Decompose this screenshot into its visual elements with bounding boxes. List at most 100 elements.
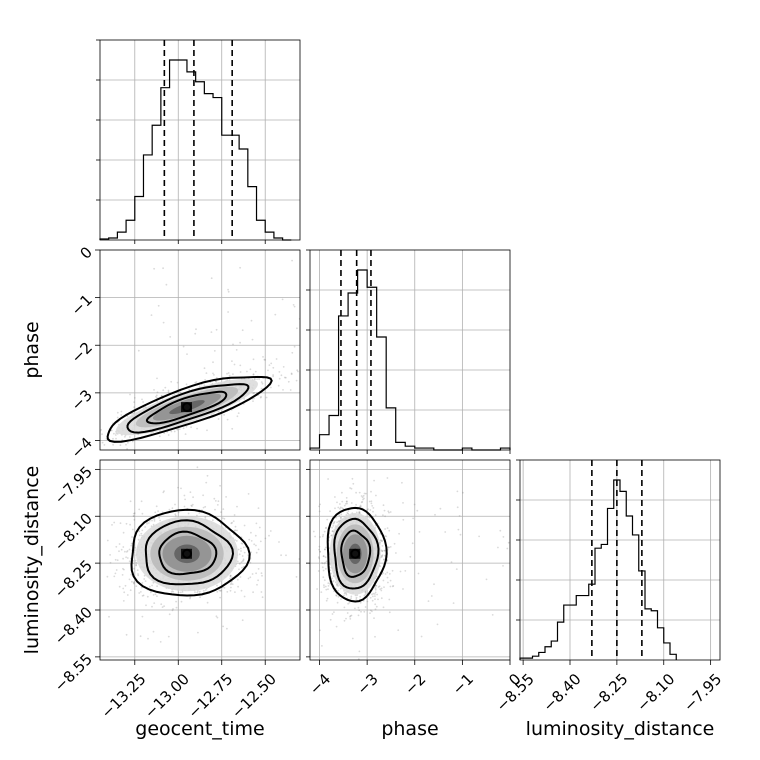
scatter-point xyxy=(113,521,116,524)
scatter-point xyxy=(275,358,278,360)
scatter-point xyxy=(219,484,222,487)
scatter-point xyxy=(341,507,344,510)
scatter-point xyxy=(233,514,236,516)
scatter-point xyxy=(262,356,264,358)
scatter-point xyxy=(170,380,173,383)
scatter-point xyxy=(116,416,119,419)
x-tick-label-geocent-time: −13.00 xyxy=(141,670,193,722)
scatter-point xyxy=(202,506,205,509)
scatter-point xyxy=(161,394,163,397)
scatter-point xyxy=(6,579,8,581)
scatter-point xyxy=(121,574,124,576)
contour-geocent-time-vs-luminosity-distance-1 xyxy=(144,519,235,586)
scatter-point xyxy=(185,383,188,386)
scatter-point xyxy=(340,513,343,516)
scatter-point xyxy=(172,608,174,610)
scatter-point xyxy=(129,436,131,438)
scatter-point xyxy=(153,520,156,522)
scatter-point xyxy=(162,321,165,324)
scatter-point xyxy=(253,543,256,546)
scatter-point xyxy=(168,613,171,616)
scatter-point xyxy=(122,587,125,590)
scatter-point xyxy=(135,561,138,564)
density-peak xyxy=(349,548,361,559)
scatter-point xyxy=(154,511,157,514)
scatter-point xyxy=(337,589,340,592)
scatter-point xyxy=(399,570,402,573)
scatter-point xyxy=(163,605,166,607)
scatter-point xyxy=(272,375,274,378)
scatter-point xyxy=(386,576,389,579)
scatter-point xyxy=(249,561,252,564)
scatter-point xyxy=(261,617,263,619)
y-tick-label-luminosity-distance: −8.25 xyxy=(51,556,96,601)
scatter-point xyxy=(355,491,357,494)
scatter-point xyxy=(354,607,356,610)
scatter-point xyxy=(124,584,127,587)
scatter-point xyxy=(320,591,323,593)
scatter-point xyxy=(347,510,350,512)
scatter-point xyxy=(388,546,390,548)
y-tick-label-luminosity-distance: −8.10 xyxy=(51,510,96,555)
scatter-point xyxy=(194,332,197,335)
scatter-point xyxy=(323,562,326,565)
scatter-point xyxy=(219,596,222,599)
scatter-point xyxy=(455,568,458,570)
scatter-point xyxy=(237,412,240,414)
scatter-point xyxy=(252,400,254,402)
scatter-point xyxy=(366,509,369,511)
scatter-point xyxy=(303,356,305,358)
scatter-point xyxy=(140,586,143,589)
scatter-point xyxy=(267,369,269,372)
scatter-point xyxy=(16,456,18,458)
scatter-point xyxy=(231,583,234,586)
scatter-point xyxy=(205,372,208,374)
scatter-point xyxy=(329,510,331,513)
scatter-point xyxy=(370,502,373,505)
scatter-point xyxy=(335,516,337,519)
scatter-point xyxy=(97,437,99,439)
scatter-point xyxy=(383,509,386,512)
scatter-point xyxy=(373,479,375,482)
scatter-point xyxy=(125,551,128,553)
scatter-point xyxy=(291,351,294,354)
scatter-point xyxy=(260,387,263,390)
scatter-point xyxy=(96,432,98,434)
scatter-point xyxy=(126,594,129,596)
x-tick-label-geocent-time: −12.50 xyxy=(228,670,280,722)
scatter-point xyxy=(150,432,153,435)
scatter-point xyxy=(84,427,86,429)
scatter-point xyxy=(229,575,232,577)
scatter-point xyxy=(110,429,113,432)
scatter-point xyxy=(321,357,323,359)
scatter-point xyxy=(252,373,255,376)
scatter-point xyxy=(111,524,113,526)
scatter-point xyxy=(345,497,348,499)
scatter-point xyxy=(345,500,348,503)
scatter-point xyxy=(334,496,336,498)
scatter-point xyxy=(258,378,260,381)
scatter-point xyxy=(240,542,243,545)
scatter-point xyxy=(148,519,151,522)
scatter-point xyxy=(100,429,103,431)
scatter-point xyxy=(138,530,141,533)
scatter-point xyxy=(282,389,284,391)
scatter-point xyxy=(380,425,382,427)
scatter-point xyxy=(241,555,244,557)
scatter-phase-vs-luminosity-distance xyxy=(261,425,510,660)
scatter-point xyxy=(385,535,388,538)
scatter-point xyxy=(239,371,242,373)
scatter-point xyxy=(485,578,488,581)
scatter-point xyxy=(38,441,40,443)
scatter-point xyxy=(112,443,114,446)
scatter-point xyxy=(457,528,460,531)
scatter-point xyxy=(252,392,255,395)
scatter-point xyxy=(283,376,286,379)
scatter-point xyxy=(137,573,139,575)
scatter-point xyxy=(98,572,100,574)
scatter-point xyxy=(343,594,345,597)
scatter-point xyxy=(349,615,351,618)
scatter-point xyxy=(281,298,284,301)
scatter-point xyxy=(350,487,353,490)
scatter-point xyxy=(321,566,324,569)
